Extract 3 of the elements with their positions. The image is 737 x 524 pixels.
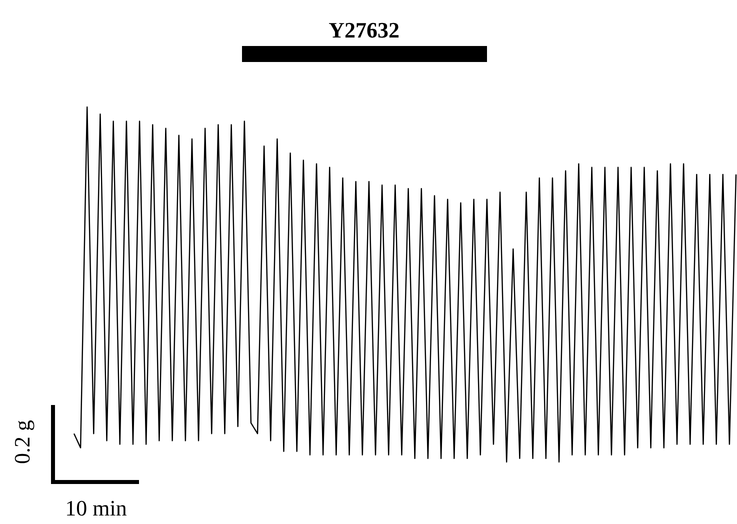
text: 0.2 g bbox=[10, 420, 34, 464]
text: Y27632 bbox=[328, 18, 400, 42]
text: 10 min bbox=[65, 496, 127, 520]
